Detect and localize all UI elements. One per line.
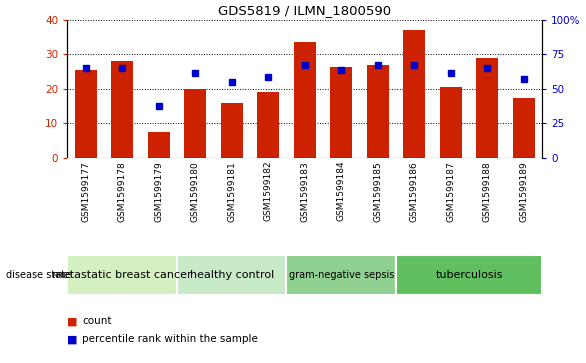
Text: percentile rank within the sample: percentile rank within the sample xyxy=(82,334,258,344)
Text: healthy control: healthy control xyxy=(189,270,274,280)
Text: GSM1599179: GSM1599179 xyxy=(154,161,163,221)
Bar xyxy=(111,61,133,158)
Bar xyxy=(184,89,206,158)
Text: count: count xyxy=(82,316,111,326)
Text: GSM1599189: GSM1599189 xyxy=(519,161,529,221)
Bar xyxy=(294,42,316,158)
Text: GSM1599183: GSM1599183 xyxy=(300,161,309,221)
Text: GSM1599186: GSM1599186 xyxy=(410,161,419,221)
Text: GSM1599182: GSM1599182 xyxy=(264,161,272,221)
Bar xyxy=(287,255,396,295)
Text: GSM1599180: GSM1599180 xyxy=(190,161,200,221)
Text: GSM1599185: GSM1599185 xyxy=(373,161,382,221)
Title: GDS5819 / ILMN_1800590: GDS5819 / ILMN_1800590 xyxy=(218,4,391,17)
Bar xyxy=(67,255,177,295)
Bar xyxy=(257,93,279,158)
Bar xyxy=(221,103,243,158)
Text: ■: ■ xyxy=(67,334,81,344)
Bar xyxy=(177,255,287,295)
Bar xyxy=(74,70,97,158)
Text: GSM1599181: GSM1599181 xyxy=(227,161,236,221)
Text: gram-negative sepsis: gram-negative sepsis xyxy=(288,270,394,280)
Bar xyxy=(440,87,462,158)
Bar xyxy=(367,65,389,158)
Text: GSM1599178: GSM1599178 xyxy=(118,161,127,221)
Bar xyxy=(476,58,498,158)
Text: GSM1599187: GSM1599187 xyxy=(447,161,455,221)
Text: GSM1599177: GSM1599177 xyxy=(81,161,90,221)
Text: metastatic breast cancer: metastatic breast cancer xyxy=(52,270,192,280)
Text: tuberculosis: tuberculosis xyxy=(435,270,503,280)
Bar xyxy=(148,132,169,158)
Text: disease state: disease state xyxy=(6,270,71,280)
Bar xyxy=(513,98,535,158)
Bar xyxy=(403,30,425,158)
Text: GSM1599184: GSM1599184 xyxy=(337,161,346,221)
Bar xyxy=(396,255,542,295)
Bar xyxy=(331,66,352,158)
Text: ■: ■ xyxy=(67,316,81,326)
Text: GSM1599188: GSM1599188 xyxy=(483,161,492,221)
